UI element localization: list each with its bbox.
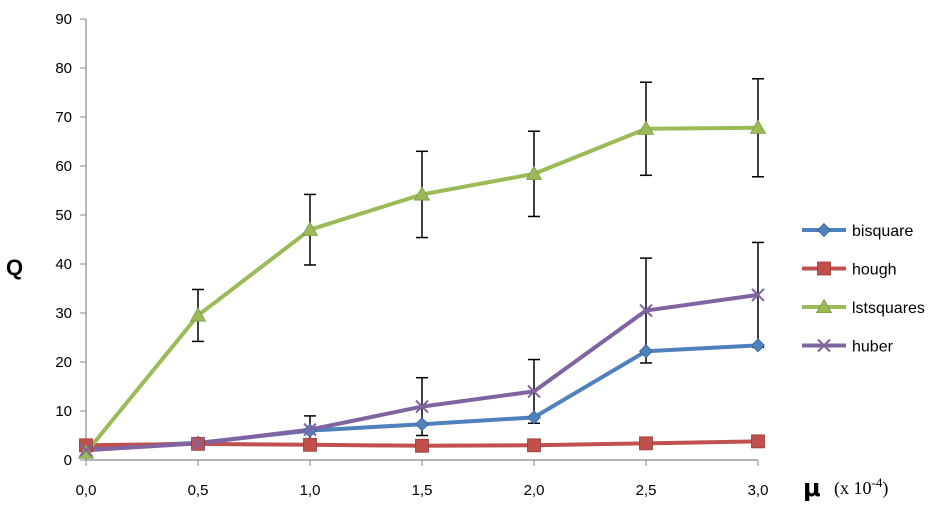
bisquare-point xyxy=(414,417,430,432)
huber-point xyxy=(639,303,653,318)
legend-item-hough: hough xyxy=(802,262,897,279)
hough-point xyxy=(639,436,653,451)
lstsquares-point xyxy=(525,165,543,180)
legend-swatch-marker xyxy=(817,338,831,353)
y-tick-label: 60 xyxy=(55,158,72,175)
y-tick-label: 70 xyxy=(55,109,72,126)
x-axis-unit-exponent: -4 xyxy=(872,475,883,490)
x-tick-label: 2,5 xyxy=(636,482,657,499)
y-tick-label: 20 xyxy=(55,354,72,371)
series-markers xyxy=(77,119,767,459)
x-tick-label: 1,0 xyxy=(300,482,321,499)
error-bars xyxy=(192,78,764,445)
huber-point xyxy=(303,422,317,437)
axes xyxy=(80,18,759,466)
bisquare-point xyxy=(638,344,654,359)
y-tick-label: 30 xyxy=(55,305,72,322)
lstsquares-point xyxy=(413,186,431,201)
legend-swatch-marker xyxy=(817,261,831,276)
huber-point xyxy=(751,288,765,302)
legend-swatch-marker xyxy=(816,222,832,238)
x-axis-label-unit: (x 10-4) xyxy=(834,475,888,499)
y-tick-label: 10 xyxy=(55,403,72,420)
hough-point xyxy=(415,438,429,453)
x-tick-label: 0,0 xyxy=(76,482,97,499)
legend-item-lstsquares: lstsquares xyxy=(802,298,925,317)
y-tick-label: 80 xyxy=(55,60,72,77)
huber-point-stroke xyxy=(79,443,93,457)
y-tick-label: 40 xyxy=(55,256,72,273)
legend-label: lstsquares xyxy=(852,300,925,317)
legend-swatch-marker xyxy=(815,298,833,314)
huber-point-stroke xyxy=(191,436,205,451)
legend-swatch-marker-stroke xyxy=(817,338,831,353)
legend-item-huber: huber xyxy=(802,339,894,356)
legend-label: huber xyxy=(852,339,894,356)
huber-point-stroke xyxy=(751,288,765,302)
huber-point xyxy=(191,436,205,451)
y-axis-label: Q xyxy=(6,255,23,280)
huber-point xyxy=(527,384,541,399)
x-tick-label: 2,0 xyxy=(524,482,545,499)
legend-label: hough xyxy=(852,262,897,279)
legend: bisquare hough lstsquares huber xyxy=(802,222,925,356)
x-axis-label-symbol: μ xyxy=(803,474,821,502)
y-tick-label: 0 xyxy=(64,452,72,469)
tick-labels: 0 10 20 30 40 50 60 70 80 90 0,0 0,5 1,0 1,5 2,0 2,5 3,0 xyxy=(55,11,768,499)
hough-point xyxy=(303,437,317,452)
huber-point-stroke xyxy=(415,399,429,414)
legend-item-bisquare: bisquare xyxy=(802,222,913,240)
lstsquares-point xyxy=(301,221,319,236)
lstsquares-point xyxy=(189,307,207,322)
hough-point xyxy=(751,434,765,449)
lstsquares-point xyxy=(637,120,655,135)
x-tick-label: 3,0 xyxy=(748,482,769,499)
hough-point xyxy=(527,438,541,453)
huber-point xyxy=(415,399,429,414)
y-tick-label: 90 xyxy=(55,11,72,28)
huber-point-stroke xyxy=(639,303,653,318)
x-axis-unit-prefix: (x 10 xyxy=(834,478,872,499)
bisquare-point xyxy=(526,410,542,425)
huber-point xyxy=(79,443,93,457)
y-tick-label: 50 xyxy=(55,207,72,224)
bisquare-point xyxy=(750,338,766,353)
x-axis-label: μ (x 10-4) xyxy=(803,474,888,502)
x-tick-label: 1,5 xyxy=(412,482,433,499)
legend-label: bisquare xyxy=(852,223,913,240)
huber-point-stroke xyxy=(303,422,317,437)
x-tick-label: 0,5 xyxy=(188,482,209,499)
lstsquares-point xyxy=(749,119,767,134)
x-axis-unit-suffix: ) xyxy=(882,478,888,499)
huber-point-stroke xyxy=(527,384,541,399)
